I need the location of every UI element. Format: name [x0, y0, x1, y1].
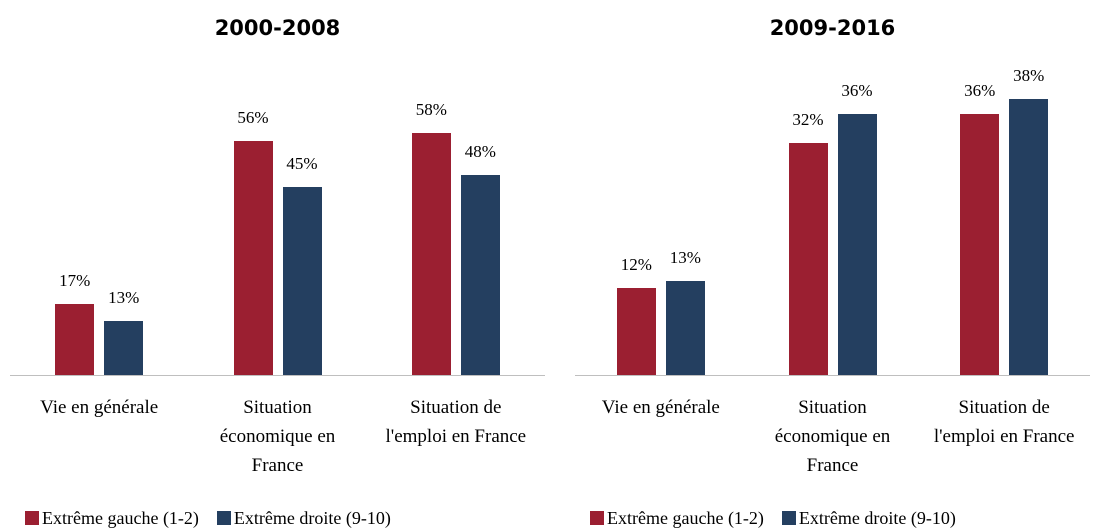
bar	[960, 113, 1000, 375]
value-label: 48%	[464, 141, 496, 161]
legend-swatch	[25, 511, 39, 525]
value-label: 32%	[792, 109, 824, 129]
chart-title: 2000-2008	[214, 16, 341, 40]
bar	[616, 287, 656, 375]
legend-label: Extrême droite (9-10)	[798, 508, 956, 528]
value-label: 38%	[1013, 66, 1045, 85]
bar	[55, 304, 95, 375]
bar	[104, 320, 144, 375]
x-tick-label: Situation de l'emploi en France	[385, 397, 527, 447]
value-label: 12%	[620, 254, 652, 274]
legend-item: Extrême gauche (1-2)	[25, 508, 199, 529]
legend-item: Extrême droite (9-10)	[781, 508, 956, 529]
legend-swatch	[781, 511, 796, 525]
legend-label: Extrême gauche (1-2)	[42, 508, 199, 528]
bar	[460, 174, 500, 375]
bar	[665, 280, 705, 375]
x-tick-label: Situation de l'emploi en France	[933, 397, 1075, 447]
bar	[233, 141, 273, 375]
legend-label: Extrême droite (9-10)	[233, 508, 391, 528]
legend-item: Extrême droite (9-10)	[216, 508, 391, 529]
x-axis	[575, 375, 1090, 376]
bar	[282, 187, 322, 375]
value-label: 17%	[59, 271, 91, 291]
value-label: 13%	[669, 247, 701, 267]
bar	[788, 142, 828, 375]
value-label: 36%	[964, 80, 996, 100]
legend-swatch	[216, 511, 231, 525]
legend-label: Extrême gauche (1-2)	[607, 508, 764, 528]
legend-swatch	[590, 511, 604, 525]
legend: Extrême gauche (1-2) Extrême droite (9-10…	[25, 508, 391, 529]
legend-item: Extrême gauche (1-2)	[590, 508, 764, 529]
x-axis	[10, 375, 545, 376]
value-label: 56%	[237, 108, 269, 128]
chart-title: 2009-2016	[769, 16, 896, 40]
value-label: 45%	[286, 154, 318, 174]
bar	[837, 113, 877, 375]
x-tick-label: Vie en générale	[40, 397, 159, 418]
bar	[411, 133, 451, 375]
legend: Extrême gauche (1-2) Extrême droite (9-10…	[590, 508, 956, 529]
value-label: 58%	[415, 100, 447, 119]
bar	[1009, 99, 1049, 375]
x-tick-label: Situation économique en France	[219, 397, 336, 476]
x-tick-label: Situation économique en France	[774, 397, 891, 476]
value-label: 13%	[108, 287, 140, 307]
x-tick-label: Vie en générale	[601, 397, 720, 418]
value-label: 36%	[841, 80, 873, 100]
